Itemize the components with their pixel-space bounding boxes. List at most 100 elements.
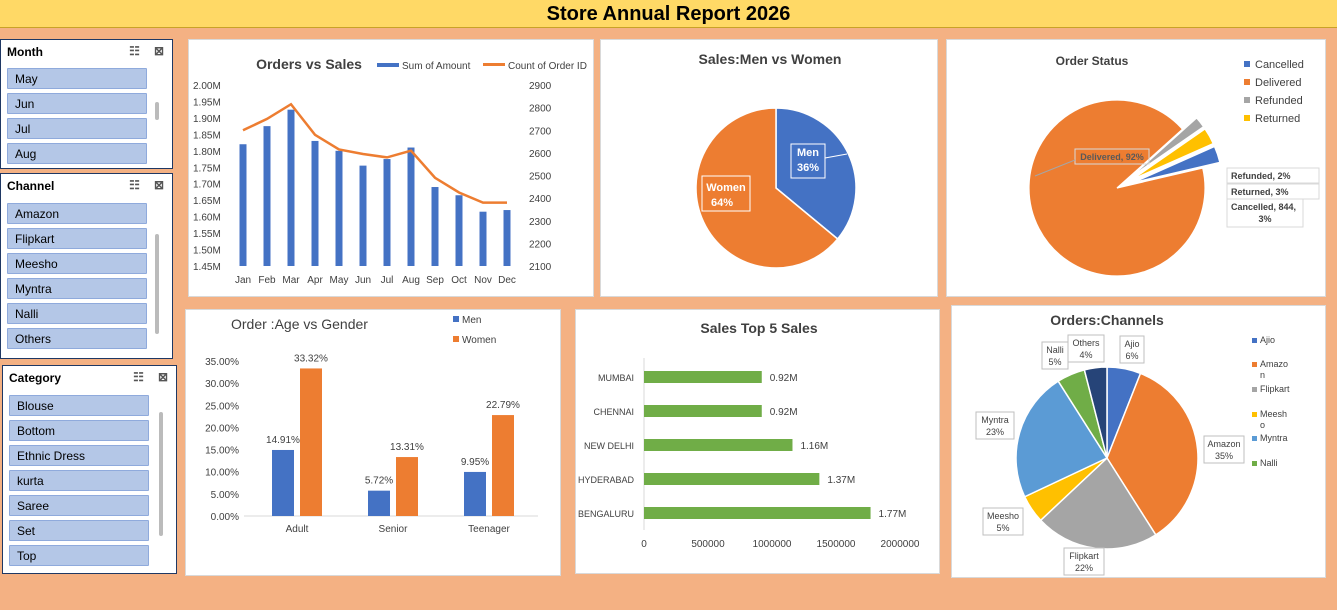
orders-vs-sales-chart: Orders vs Sales Sum of Amount Count of Ord…	[193, 56, 587, 286]
callout-value-others: 4%	[1079, 350, 1092, 360]
order-status-panel: Order Status Cancelled Delivered Refunded Re…	[946, 39, 1326, 297]
bar-aug	[407, 147, 415, 266]
slicer-item-flipkart[interactable]: Flipkart	[7, 228, 147, 249]
month-slicer-scrollbar[interactable]	[155, 102, 159, 120]
bar-women-adult	[300, 368, 322, 516]
y-right-tick-label: 2300	[529, 217, 552, 228]
slicer-item-blouse[interactable]: Blouse	[9, 395, 149, 416]
slice-returned	[1132, 128, 1214, 180]
clear-filter-icon[interactable]: ⊠	[153, 178, 164, 192]
bar-feb	[263, 126, 271, 267]
multi-select-icon[interactable]: ☷	[129, 178, 140, 192]
slicer-item-kurta[interactable]: kurta	[9, 470, 149, 491]
slicer-item-may[interactable]: May	[7, 68, 147, 89]
slicer-item-nalli[interactable]: Nalli	[7, 303, 147, 324]
x-tick-label: May	[330, 275, 349, 286]
slicer-item-saree[interactable]: Saree	[9, 495, 149, 516]
clear-filter-icon[interactable]: ⊠	[153, 44, 164, 58]
slice-women	[695, 107, 839, 269]
slicer-item-others[interactable]: Others	[7, 328, 147, 349]
data-label: 13.31%	[390, 442, 424, 453]
x-tick-label: Teenager	[468, 524, 510, 535]
multi-select-icon[interactable]: ☷	[133, 370, 144, 384]
legend-swatch-meesho	[1252, 412, 1257, 417]
category-slicer-title: Category	[9, 371, 62, 385]
legend-label-amazon: Amazo	[1260, 359, 1288, 369]
category-slicer-scrollbar[interactable]	[159, 412, 163, 536]
data-label: 14.91%	[266, 435, 300, 446]
bar-sep	[431, 187, 439, 266]
slicer-item-top[interactable]: Top	[9, 545, 149, 566]
callout-name-flipkart: Flipkart	[1069, 551, 1099, 561]
legend-label-meesho: o	[1260, 420, 1265, 430]
y-tick-label: NEW DELHI	[584, 441, 634, 451]
multi-select-icon[interactable]: ☷	[129, 44, 140, 58]
slicer-item-set[interactable]: Set	[9, 520, 149, 541]
month-slicer-header: Month ☷ ⊠	[1, 40, 172, 62]
callout-box-meesho	[982, 507, 1024, 536]
label-cancelled-line1: Cancelled, 844,	[1231, 202, 1296, 212]
clear-filter-icon[interactable]: ⊠	[157, 370, 168, 384]
slicer-item-jul[interactable]: Jul	[7, 118, 147, 139]
slicer-item-amazon[interactable]: Amazon	[7, 203, 147, 224]
callout-name-myntra: Myntra	[981, 415, 1009, 425]
orders-channels-chart: Orders:ChannelsAjioAmazonFlipkartMeeshoM…	[975, 312, 1290, 576]
bar-chennai	[644, 405, 762, 417]
y-left-tick-label: 1.95M	[193, 97, 221, 108]
callout-name-amazon: Amazon	[1207, 439, 1240, 449]
legend-swatch-amazon	[1252, 362, 1257, 367]
callout-box-myntra	[975, 411, 1015, 440]
x-tick-label: Feb	[258, 275, 276, 286]
bar-apr	[311, 140, 319, 266]
legend-label-nalli: Nalli	[1260, 458, 1278, 468]
x-tick-label: Sep	[426, 275, 444, 286]
label-box-delivered	[1074, 148, 1150, 165]
callout-value-ajio: 6%	[1125, 351, 1138, 361]
callout-box-amazon	[1203, 435, 1245, 464]
leader-line-men	[824, 153, 848, 159]
y-tick-label: 25.00%	[205, 401, 239, 412]
legend-label-ajio: Ajio	[1260, 335, 1275, 345]
slicer-item-myntra[interactable]: Myntra	[7, 278, 147, 299]
slicer-item-aug[interactable]: Aug	[7, 143, 147, 164]
slicer-item-ethnic-dress[interactable]: Ethnic Dress	[9, 445, 149, 466]
x-tick-label: Jul	[381, 275, 394, 286]
label-box-cancelled	[1226, 198, 1304, 228]
bar-bengaluru	[644, 507, 871, 519]
callout-value-meesho: 5%	[996, 523, 1009, 533]
callout-box-ajio	[1119, 335, 1145, 364]
slicer-item-bottom[interactable]: Bottom	[9, 420, 149, 441]
callout-value-flipkart: 22%	[1075, 563, 1093, 573]
y-tick-label: 5.00%	[211, 490, 239, 501]
bar-mumbai	[644, 371, 762, 383]
bar-may	[335, 150, 343, 266]
x-tick-label: 1000000	[753, 539, 792, 550]
callout-value-nalli: 5%	[1048, 357, 1061, 367]
slicer-item-jun[interactable]: Jun	[7, 93, 147, 114]
channel-slicer-scrollbar[interactable]	[155, 234, 159, 334]
slice-delivered	[1028, 99, 1206, 277]
x-tick-label: Jan	[235, 275, 251, 286]
y-left-tick-label: 1.50M	[193, 246, 221, 257]
top5-sales-chart: Sales Top 5 Sales 0 500000 1000000 1500000 20…	[578, 320, 920, 550]
slicer-item-meesho[interactable]: Meesho	[7, 253, 147, 274]
bar-jan	[239, 144, 247, 266]
label-name-men: Men	[797, 147, 819, 159]
legend-swatch-amount	[377, 63, 399, 67]
x-tick-label: Oct	[451, 275, 467, 286]
bar-women-senior	[396, 457, 418, 516]
label-box-refunded	[1226, 167, 1320, 184]
y-right-tick-label: 2400	[529, 194, 552, 205]
slice-others	[1083, 366, 1108, 459]
y-tick-label: 0.00%	[211, 512, 239, 523]
x-tick-label: Dec	[498, 275, 516, 286]
y-right-tick-label: 2800	[529, 104, 552, 115]
report-title: Store Annual Report 2026	[0, 0, 1337, 28]
label-value-women: 64%	[711, 197, 733, 209]
y-left-tick-label: 1.65M	[193, 196, 221, 207]
x-tick-label: Jun	[355, 275, 371, 286]
y-tick-label: MUMBAI	[598, 373, 634, 383]
x-tick-label: 1500000	[817, 539, 856, 550]
y-left-tick-label: 1.60M	[193, 213, 221, 224]
slice-amazon	[1106, 372, 1199, 536]
